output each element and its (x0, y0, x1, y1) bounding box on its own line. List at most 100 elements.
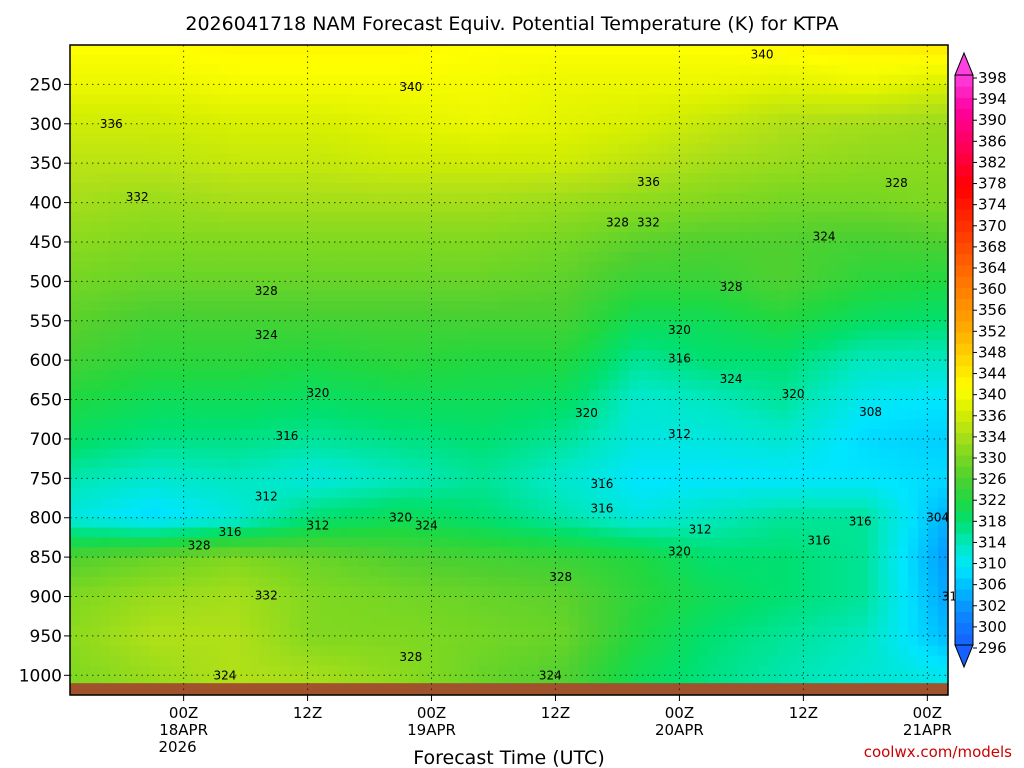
field-cell (309, 281, 321, 292)
field-cell (658, 527, 670, 539)
field-cell (109, 399, 121, 410)
field-cell (608, 212, 620, 223)
field-cell (638, 409, 650, 420)
field-cell (439, 340, 450, 351)
field-cell (818, 222, 829, 233)
field-cell (269, 537, 281, 548)
field-cell (578, 507, 590, 519)
field-cell (938, 74, 949, 85)
field-cell (588, 488, 600, 499)
field-cell (828, 468, 839, 479)
field-cell (509, 45, 520, 56)
field-cell (588, 389, 600, 401)
field-cell (568, 94, 580, 105)
field-cell (379, 192, 390, 204)
field-cell (738, 399, 750, 410)
field-cell (518, 261, 530, 273)
field-cell (648, 301, 660, 312)
field-cell (698, 527, 710, 539)
field-cell (149, 557, 161, 568)
field-cell (409, 330, 420, 342)
field-cell (658, 537, 670, 548)
field-cell (359, 340, 370, 351)
field-cell (299, 320, 311, 332)
field-cell (249, 350, 261, 361)
field-cell (548, 498, 560, 509)
field-cell (748, 94, 760, 105)
field-cell (638, 576, 650, 588)
field-cell (169, 45, 181, 56)
field-cell (628, 173, 640, 184)
field-cell (908, 192, 919, 204)
field-cell (878, 271, 889, 282)
field-cell (89, 507, 101, 519)
field-cell (239, 498, 251, 509)
field-cell (359, 84, 370, 95)
field-cell (788, 498, 799, 509)
field-cell (379, 478, 390, 489)
field-cell (269, 507, 281, 519)
field-cell (678, 202, 690, 214)
field-cell (289, 330, 301, 342)
field-cell (279, 547, 291, 558)
field-cell (608, 468, 620, 479)
field-cell (638, 281, 650, 292)
field-cell (898, 547, 909, 558)
field-cell (838, 429, 849, 440)
field-cell (479, 173, 490, 184)
field-cell (728, 498, 740, 509)
field-cell (798, 576, 809, 588)
field-cell (598, 488, 610, 499)
field-cell (469, 517, 480, 529)
field-cell (149, 74, 161, 85)
field-cell (588, 409, 600, 420)
field-cell (119, 94, 131, 105)
field-cell (429, 350, 440, 361)
field-cell (70, 370, 81, 381)
field-cell (598, 448, 610, 460)
field-cell (149, 310, 161, 322)
field-cell (888, 153, 899, 164)
field-cell (89, 547, 101, 558)
field-cell (598, 45, 610, 56)
field-cell (459, 173, 470, 184)
field-cell (668, 576, 680, 588)
field-cell (229, 478, 241, 489)
field-cell (798, 202, 809, 214)
field-cell (169, 94, 181, 105)
field-cell (89, 202, 101, 214)
field-cell (419, 537, 430, 548)
field-cell (389, 113, 400, 125)
field-cell (748, 182, 760, 194)
field-cell (409, 192, 420, 204)
field-cell (688, 74, 700, 85)
field-cell (528, 566, 540, 578)
field-cell (718, 143, 730, 154)
field-cell (848, 488, 859, 499)
field-cell (459, 153, 470, 164)
field-cell (628, 389, 640, 401)
field-cell (758, 330, 770, 342)
field-cell (698, 478, 710, 489)
field-cell (708, 596, 720, 607)
field-cell (159, 310, 171, 322)
field-cell (848, 84, 859, 95)
field-cell (688, 478, 700, 489)
field-cell (768, 340, 779, 351)
field-cell (70, 409, 81, 420)
field-cell (618, 320, 630, 332)
field-cell (788, 182, 799, 194)
field-cell (608, 478, 620, 489)
field-cell (868, 153, 879, 164)
field-cell (788, 301, 799, 312)
field-cell (778, 507, 789, 519)
field-cell (229, 557, 241, 568)
field-cell (628, 301, 640, 312)
field-cell (279, 192, 291, 204)
field-cell (688, 123, 700, 135)
field-cell (828, 507, 839, 519)
field-cell (878, 281, 889, 292)
field-cell (768, 192, 779, 204)
field-cell (868, 458, 879, 470)
field-cell (858, 478, 869, 489)
